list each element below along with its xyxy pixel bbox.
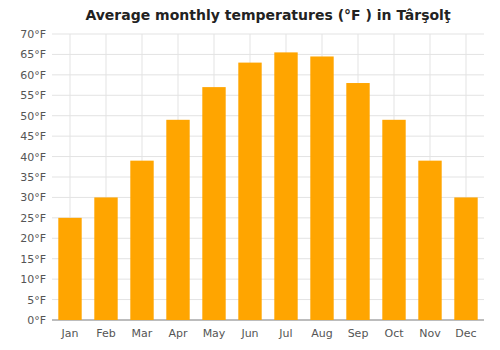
- x-tick-label: Feb: [96, 327, 115, 340]
- bar: [94, 197, 117, 320]
- x-tick-label: Apr: [168, 327, 188, 340]
- bar: [274, 52, 297, 320]
- y-grid-line: [52, 136, 484, 137]
- y-tick-label: 60°F: [20, 69, 46, 82]
- y-grid-line: [52, 95, 484, 96]
- chart-svg: Average monthly temperatures (°F ) in Tâ…: [0, 0, 500, 350]
- x-tick-label: Jun: [240, 327, 258, 340]
- x-tick-label: Jul: [278, 327, 292, 340]
- y-grid-line: [52, 54, 484, 55]
- grid: [52, 34, 484, 320]
- bar: [382, 120, 405, 320]
- bar: [130, 161, 153, 320]
- bar: [418, 161, 441, 320]
- x-tick-label: Aug: [311, 327, 332, 340]
- bar: [166, 120, 189, 320]
- bar: [202, 87, 225, 320]
- x-tick-label: Dec: [455, 327, 476, 340]
- bar: [454, 197, 477, 320]
- x-tick-label: Mar: [132, 327, 153, 340]
- chart-container: Average monthly temperatures (°F ) in Tâ…: [0, 0, 500, 350]
- bar: [58, 218, 81, 320]
- y-grid-line: [52, 34, 484, 35]
- y-tick-label: 20°F: [20, 232, 46, 245]
- y-tick-label: 55°F: [20, 89, 46, 102]
- y-tick-label: 0°F: [27, 314, 46, 327]
- y-tick-label: 15°F: [20, 253, 46, 266]
- x-tick-label: Nov: [419, 327, 441, 340]
- bar: [310, 56, 333, 320]
- bars: [58, 52, 477, 320]
- x-tick-label: Sep: [348, 327, 369, 340]
- x-tick-label: Oct: [384, 327, 404, 340]
- y-tick-label: 35°F: [20, 171, 46, 184]
- x-tick-label: May: [203, 327, 226, 340]
- y-tick-label: 25°F: [20, 212, 46, 225]
- y-tick-label: 70°F: [20, 28, 46, 41]
- chart-title: Average monthly temperatures (°F ) in Tâ…: [85, 7, 451, 23]
- y-tick-label: 10°F: [20, 273, 46, 286]
- bar: [346, 83, 369, 320]
- x-tick-label: Jan: [61, 327, 79, 340]
- y-tick-label: 5°F: [27, 294, 46, 307]
- y-tick-label: 30°F: [20, 191, 46, 204]
- y-tick-label: 40°F: [20, 151, 46, 164]
- y-tick-label: 50°F: [20, 110, 46, 123]
- y-tick-label: 45°F: [20, 130, 46, 143]
- axes: 0°F 5°F 10°F 15°F 20°F 25°F 30°F 35°F 40°F 45°F 50…: [20, 28, 484, 340]
- y-grid-line: [52, 74, 484, 75]
- y-tick-label: 65°F: [20, 48, 46, 61]
- y-grid-line: [52, 156, 484, 157]
- bar: [238, 63, 261, 320]
- y-grid-line: [52, 115, 484, 116]
